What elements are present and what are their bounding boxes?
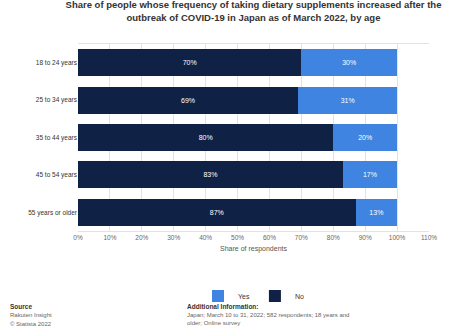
svg-text:87%: 87% [210, 209, 224, 216]
svg-text:0%: 0% [73, 234, 83, 241]
svg-text:60%: 60% [263, 234, 276, 241]
svg-text:40%: 40% [199, 234, 212, 241]
svg-text:80%: 80% [199, 134, 213, 141]
svg-text:Additional Information:: Additional Information: [187, 303, 259, 310]
svg-text:45 to 54 years: 45 to 54 years [36, 171, 78, 179]
svg-text:10%: 10% [103, 234, 116, 241]
svg-text:35 to 44 years: 35 to 44 years [36, 134, 78, 142]
svg-text:Share of respondents: Share of respondents [220, 245, 287, 253]
svg-text:90%: 90% [359, 234, 372, 241]
svg-text:Rakuten Insight: Rakuten Insight [10, 312, 52, 318]
svg-text:100%: 100% [389, 234, 406, 241]
svg-text:17%: 17% [363, 171, 377, 178]
svg-text:30%: 30% [342, 59, 356, 66]
svg-text:13%: 13% [369, 209, 383, 216]
svg-text:20%: 20% [135, 234, 148, 241]
svg-text:30%: 30% [167, 234, 180, 241]
svg-text:Yes: Yes [238, 293, 250, 300]
svg-text:25 to 34 years: 25 to 34 years [36, 96, 78, 104]
svg-text:55 years or older: 55 years or older [28, 209, 78, 217]
svg-text:69%: 69% [181, 97, 195, 104]
svg-text:18 to 24 years: 18 to 24 years [36, 59, 78, 67]
svg-text:110%: 110% [421, 234, 437, 241]
svg-text:31%: 31% [341, 97, 355, 104]
svg-text:20%: 20% [358, 134, 372, 141]
svg-text:No: No [295, 293, 304, 300]
svg-text:50%: 50% [231, 234, 244, 241]
svg-text:70%: 70% [295, 234, 308, 241]
svg-text:© Statista 2022: © Statista 2022 [10, 321, 52, 327]
svg-text:Japan; March 10 to 31, 2022; 5: Japan; March 10 to 31, 2022; 582 respond… [187, 312, 349, 326]
svg-text:Share of people whose frequenc: Share of people whose frequency of takin… [66, 0, 442, 23]
svg-text:Source: Source [10, 303, 32, 310]
svg-text:83%: 83% [203, 171, 217, 178]
svg-text:80%: 80% [327, 234, 340, 241]
svg-text:70%: 70% [183, 59, 197, 66]
